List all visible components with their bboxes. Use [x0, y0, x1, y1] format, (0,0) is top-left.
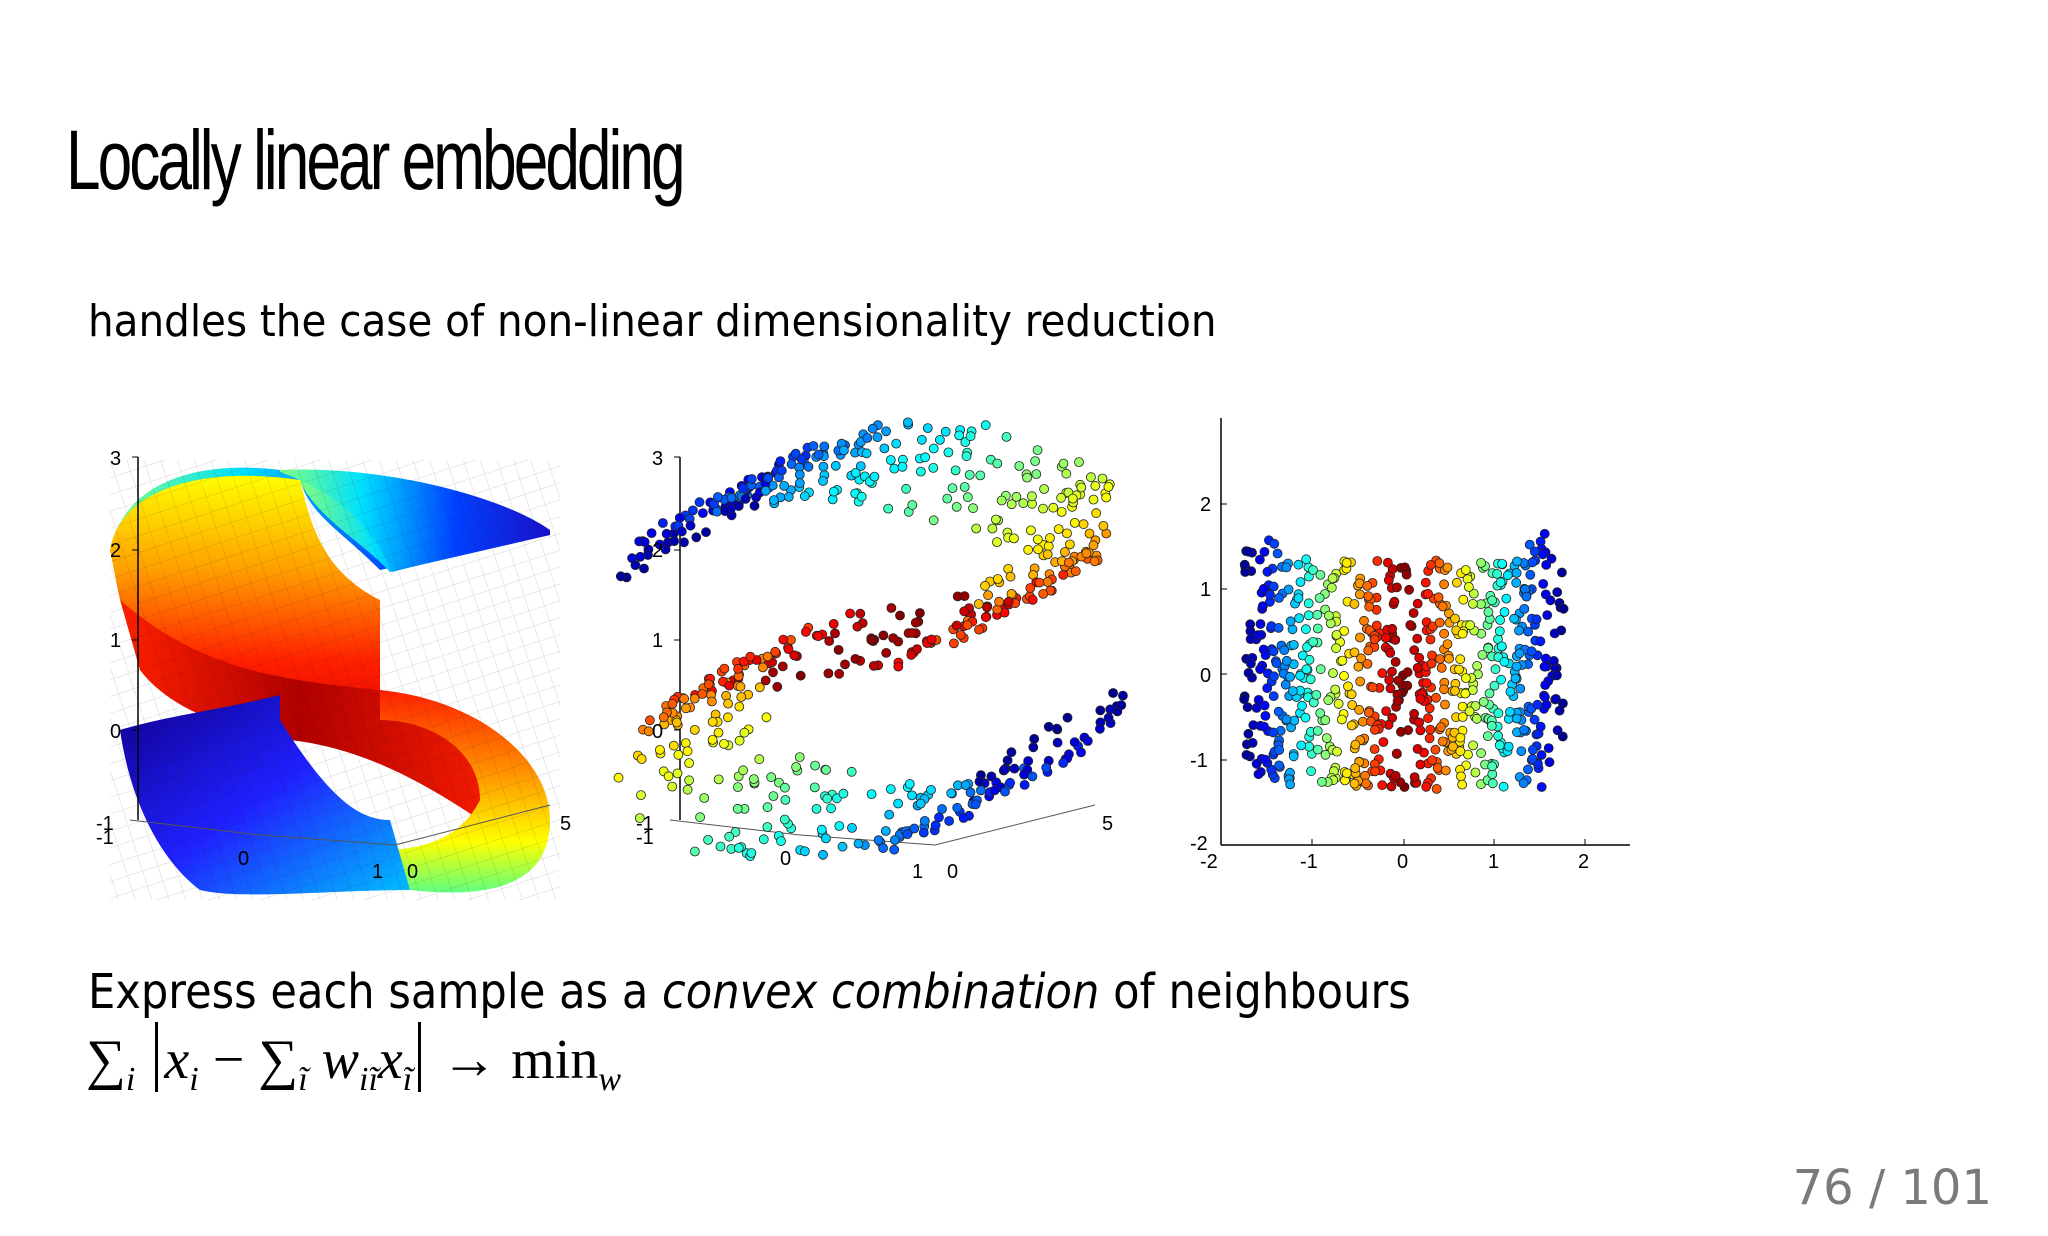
- s-curve-scatter-plot: 3 2 1 0 -1 -1 0 1 0 5: [613, 417, 1140, 890]
- s-curve-surface-svg: 3 2 1 0 -1 -1 0 1 0 5: [96, 448, 571, 900]
- x-tick-label: 0: [780, 848, 791, 870]
- y-tick-label: 1: [1200, 579, 1211, 601]
- z-tick-label: 2: [652, 540, 663, 562]
- z-tick-label: -1: [636, 813, 654, 835]
- y-tick-label: 0: [407, 861, 418, 883]
- lle-embedding-svg: 2 1 0 -1 -2 -2 -1 0 1 2: [1190, 418, 1630, 873]
- y-tick-label: 0: [947, 861, 958, 883]
- y-tick-label: 5: [1102, 813, 1113, 835]
- var-w: w: [321, 1029, 360, 1091]
- x-tick-label: -1: [636, 827, 654, 849]
- sum-symbol: ∑: [86, 1029, 126, 1091]
- y-tick-label: 0: [1200, 665, 1211, 687]
- x-tick-label: 1: [372, 861, 383, 883]
- x-tick-label: -2: [1200, 851, 1218, 873]
- z-tick-label: 3: [652, 448, 663, 470]
- min-subscript: w: [598, 1061, 622, 1098]
- sum-index: i: [125, 1061, 136, 1098]
- y-tick-label: 2: [1200, 494, 1211, 516]
- x-tick-label: 1: [1488, 851, 1499, 873]
- minus-sign: −: [212, 1029, 245, 1091]
- slide-title: Locally linear embedding: [66, 113, 686, 207]
- z-tick-label: 1: [652, 630, 663, 652]
- page-separator: /: [1853, 1160, 1901, 1216]
- page-number: 76 / 101: [1793, 1160, 1992, 1216]
- z-tick-label: 3: [110, 448, 121, 470]
- var-x-index: ĩ: [402, 1061, 413, 1098]
- sum-symbol: ∑: [258, 1029, 299, 1091]
- s-curve-scatter-svg: 3 2 1 0 -1 -1 0 1 0 5: [613, 417, 1128, 883]
- var-w-index: iĩ: [359, 1061, 378, 1098]
- x-tick-label: 1: [912, 861, 923, 883]
- x-tick-label: 2: [1578, 851, 1589, 873]
- page-current: 76: [1792, 1160, 1854, 1216]
- sum-index: ĩ: [298, 1061, 308, 1098]
- scatter-points: [1239, 528, 1569, 794]
- norm-bar-left: [155, 1022, 159, 1092]
- y-tick-label: -2: [1190, 833, 1208, 855]
- scatter-points: [613, 417, 1128, 862]
- z-tick-label: 0: [652, 721, 663, 743]
- var-x-index: i: [189, 1061, 199, 1098]
- var-x: x: [164, 1029, 190, 1091]
- var-x: x: [377, 1029, 403, 1091]
- body-text-emphasis: convex combination: [662, 964, 1100, 1020]
- y-tick-label: 5: [560, 813, 571, 835]
- z-tick-label: 1: [110, 630, 121, 652]
- lle-objective-formula: ∑i xi − ∑ĩ wiĩxĩ → minw: [86, 1022, 621, 1097]
- x-tick-label: -1: [96, 827, 114, 849]
- s-curve-surface-plot: 3 2 1 0 -1 -1 0 1 0 5: [80, 420, 600, 900]
- body-text: Express each sample as a convex combinat…: [88, 964, 1411, 1020]
- lle-embedding-plot: 2 1 0 -1 -2 -2 -1 0 1 2: [1170, 410, 1650, 890]
- arrow-symbol: →: [441, 1029, 498, 1091]
- body-text-suffix: of neighbours: [1099, 964, 1411, 1020]
- min-operator: min: [511, 1029, 599, 1091]
- y-tick-label: -1: [1190, 750, 1208, 772]
- page-total: 101: [1900, 1160, 1992, 1216]
- body-text-prefix: Express each sample as a: [88, 964, 663, 1020]
- z-tick-label: 2: [110, 540, 121, 562]
- x-tick-label: -1: [1300, 851, 1318, 873]
- slide-subtitle: handles the case of non-linear dimension…: [88, 296, 1217, 347]
- z-tick-label: -1: [96, 813, 114, 835]
- z-tick-label: 0: [110, 721, 121, 743]
- x-tick-label: 0: [1397, 851, 1408, 873]
- x-tick-label: 0: [238, 848, 249, 870]
- norm-bar-right: [418, 1022, 422, 1092]
